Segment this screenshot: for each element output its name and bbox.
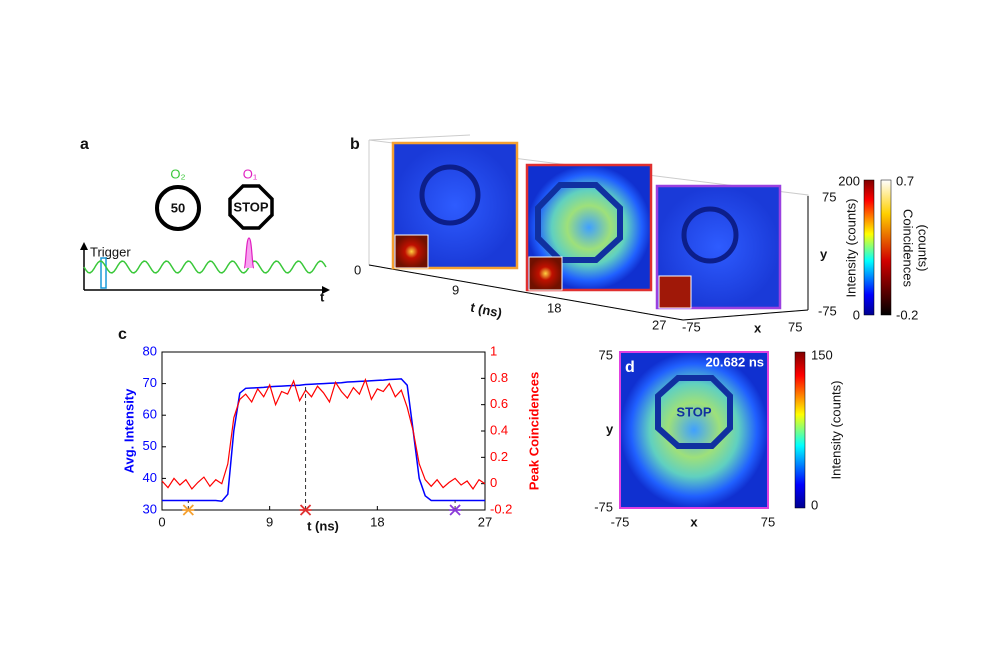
panel-label: b [350, 136, 360, 153]
x-tick-label: 9 [266, 514, 273, 529]
colorbar-label: Intensity (counts) [843, 199, 858, 298]
x-axis-label: t (ns) [307, 518, 339, 533]
x-tick-label: 75 [788, 319, 802, 334]
x-axis [682, 309, 809, 321]
y2-tick-label: 0.4 [490, 422, 508, 437]
t-tick-label: 27 [652, 317, 666, 332]
colorbar-tick: 200 [838, 173, 860, 188]
y-tick-label: 30 [143, 501, 157, 516]
series-line [162, 378, 485, 502]
object-label: O₂ [170, 166, 185, 181]
inset [658, 275, 692, 309]
x-tick-label: 75 [761, 514, 775, 529]
shadow-stop [535, 182, 623, 263]
colorbar-label: Coincidences [901, 209, 916, 288]
marker-star [449, 504, 462, 516]
colorbar-tick: 150 [811, 347, 833, 362]
panel-label: c [118, 326, 127, 343]
axis-label: t [320, 289, 325, 304]
y2-axis-label: Peak Coincidences [526, 372, 541, 491]
frame-image [391, 141, 519, 270]
axis-label: x [754, 320, 762, 335]
shadow-50 [681, 206, 739, 264]
inset [394, 234, 429, 269]
marker-star [299, 504, 312, 516]
y2-tick-label: 0.6 [490, 396, 508, 411]
axis-label: x [690, 514, 698, 529]
x-tick-label: 27 [478, 514, 492, 529]
sign-stop [228, 184, 274, 230]
panel-b: b 75 -75 y 0 9 18 27 t (ns) -75 75 x 200… [350, 134, 931, 335]
panel-a: a Trigger O₂ O₁ 50 STOP t [80, 136, 330, 304]
colorbar [794, 351, 806, 509]
panel-label: a [80, 136, 89, 153]
y2-tick-label: 0.2 [490, 449, 508, 464]
y-tick-label: -75 [818, 303, 837, 318]
axis-label: y [606, 421, 614, 436]
time-label: 20.682 ns [705, 354, 764, 369]
y-tick-label: 75 [822, 189, 836, 204]
y-tick-label: 70 [143, 375, 157, 390]
y2-tick-label: 0.8 [490, 370, 508, 385]
panel-label: d [625, 359, 635, 376]
colorbar-label: (counts) [916, 225, 931, 272]
colorbar-tick: -0.2 [896, 307, 918, 322]
colorbar-label: Intensity (counts) [828, 381, 843, 480]
x-tick-label: 0 [158, 514, 165, 529]
pulse [243, 237, 255, 269]
colorbar [863, 179, 875, 316]
y2-tick-label: -0.2 [490, 501, 512, 516]
y-tick-label: 60 [143, 407, 157, 422]
y-tick-label: 75 [599, 347, 613, 362]
shadow-50 [419, 164, 481, 226]
y-tick-label: 40 [143, 470, 157, 485]
y-axis-label: Avg. Intensity [121, 388, 136, 474]
colorbar-tick: 0 [811, 497, 818, 512]
inset [528, 256, 563, 291]
marker-star [182, 504, 195, 516]
x-tick-label: -75 [611, 514, 630, 529]
panel-c: c Avg. Intensity Peak Coincidences t (ns… [118, 326, 541, 533]
y2-tick-label: 1 [490, 343, 497, 358]
sign-text: STOP [676, 404, 711, 419]
colorbar-tick: 0 [853, 307, 860, 322]
x-tick-label: 18 [370, 514, 384, 529]
t-tick-label: 9 [452, 282, 459, 297]
series-line [161, 377, 486, 490]
panel-d: STOP d 20.682 ns 75 -75 y -75 75 x 150 0… [594, 347, 843, 529]
t-tick-label: 0 [354, 262, 361, 277]
y-tick-label: 80 [143, 343, 157, 358]
shadow-stop [655, 375, 733, 449]
sign-text: STOP [233, 199, 268, 214]
object-label: O₁ [243, 166, 258, 181]
sign-text: 50 [171, 200, 185, 215]
wave [83, 260, 327, 274]
trigger-label: Trigger [90, 244, 131, 259]
axis-label: t (ns) [469, 299, 503, 320]
sign-50 [155, 185, 201, 231]
colorbar [880, 179, 892, 316]
x-tick-label: -75 [682, 319, 701, 334]
y-tick-label: 50 [143, 438, 157, 453]
colorbar-tick: 0.7 [896, 173, 914, 188]
y-tick-label: -75 [594, 499, 613, 514]
y2-tick-label: 0 [490, 475, 497, 490]
t-axis [368, 264, 684, 321]
trigger-pulse [100, 257, 107, 289]
axis-label: y [820, 246, 828, 261]
t-tick-label: 18 [547, 300, 561, 315]
